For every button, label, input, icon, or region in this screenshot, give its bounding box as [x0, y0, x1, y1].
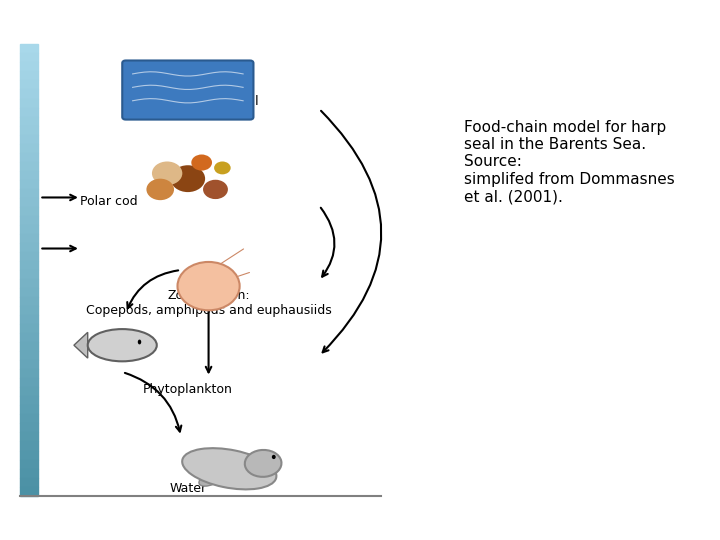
- Bar: [20, 351, 37, 360]
- Bar: [20, 306, 37, 315]
- Polygon shape: [74, 332, 88, 358]
- Circle shape: [214, 161, 230, 174]
- Bar: [20, 433, 37, 442]
- Bar: [20, 442, 37, 450]
- Bar: [20, 117, 37, 126]
- Ellipse shape: [199, 473, 221, 486]
- Circle shape: [152, 161, 182, 185]
- Bar: [20, 198, 37, 207]
- Bar: [20, 324, 37, 333]
- Bar: [20, 225, 37, 234]
- Bar: [20, 71, 37, 80]
- Ellipse shape: [272, 455, 276, 459]
- Bar: [20, 90, 37, 98]
- Bar: [20, 469, 37, 477]
- Bar: [20, 44, 37, 53]
- Text: Water: Water: [169, 482, 207, 495]
- Bar: [20, 460, 37, 469]
- Bar: [20, 288, 37, 297]
- Bar: [20, 63, 37, 71]
- Bar: [20, 315, 37, 324]
- Bar: [20, 180, 37, 189]
- Bar: [20, 107, 37, 117]
- Ellipse shape: [138, 340, 141, 345]
- Bar: [20, 414, 37, 423]
- Bar: [20, 207, 37, 216]
- Circle shape: [192, 154, 212, 171]
- Bar: [20, 153, 37, 161]
- Text: Phytoplankton: Phytoplankton: [143, 383, 233, 396]
- FancyBboxPatch shape: [122, 60, 253, 119]
- Bar: [20, 387, 37, 396]
- Bar: [20, 396, 37, 406]
- Bar: [20, 342, 37, 351]
- Ellipse shape: [178, 262, 240, 310]
- Bar: [20, 406, 37, 414]
- Bar: [20, 161, 37, 171]
- Ellipse shape: [182, 448, 276, 489]
- Text: Zooplankton:
Copepods, amphipods and euphausiids: Zooplankton: Copepods, amphipods and eup…: [86, 289, 331, 317]
- Bar: [20, 487, 37, 496]
- Bar: [20, 360, 37, 369]
- Ellipse shape: [88, 329, 157, 361]
- Bar: [20, 189, 37, 198]
- Bar: [20, 252, 37, 261]
- Bar: [20, 126, 37, 134]
- Bar: [20, 279, 37, 288]
- Bar: [20, 98, 37, 107]
- Bar: [20, 423, 37, 433]
- Bar: [20, 261, 37, 270]
- Bar: [20, 333, 37, 342]
- Text: Harp seal: Harp seal: [199, 96, 259, 109]
- Bar: [20, 379, 37, 387]
- Bar: [20, 297, 37, 306]
- Bar: [20, 477, 37, 487]
- Bar: [20, 243, 37, 252]
- Circle shape: [171, 165, 205, 192]
- Bar: [20, 144, 37, 153]
- Bar: [20, 80, 37, 90]
- Bar: [20, 369, 37, 379]
- Bar: [20, 216, 37, 225]
- Bar: [20, 171, 37, 180]
- Bar: [20, 270, 37, 279]
- Circle shape: [203, 180, 228, 199]
- Bar: [20, 53, 37, 63]
- Bar: [20, 234, 37, 243]
- Bar: [20, 134, 37, 144]
- Bar: [20, 450, 37, 460]
- Text: Polar cod: Polar cod: [80, 195, 138, 208]
- Ellipse shape: [245, 450, 282, 477]
- Circle shape: [146, 179, 174, 200]
- Text: Food-chain model for harp
seal in the Barents Sea.
Source:
simplifed from Dommas: Food-chain model for harp seal in the Ba…: [464, 119, 675, 204]
